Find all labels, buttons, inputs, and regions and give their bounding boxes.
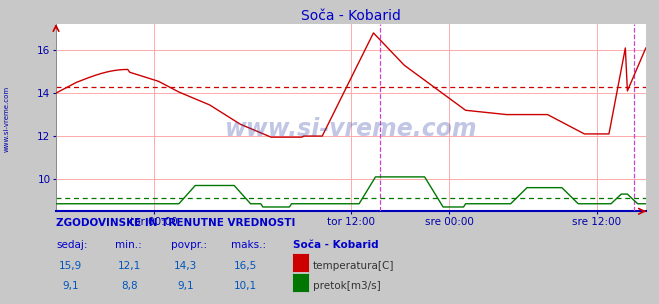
Text: 12,1: 12,1: [118, 261, 142, 271]
Text: temperatura[C]: temperatura[C]: [313, 261, 395, 271]
Text: 8,8: 8,8: [121, 282, 138, 292]
Text: Soča - Kobarid: Soča - Kobarid: [293, 240, 379, 250]
Text: 10,1: 10,1: [233, 282, 257, 292]
Text: povpr.:: povpr.:: [171, 240, 208, 250]
Text: 9,1: 9,1: [62, 282, 79, 292]
Text: ZGODOVINSKE IN TRENUTNE VREDNOSTI: ZGODOVINSKE IN TRENUTNE VREDNOSTI: [56, 219, 295, 229]
Text: sedaj:: sedaj:: [56, 240, 88, 250]
Text: min.:: min.:: [115, 240, 142, 250]
Text: maks.:: maks.:: [231, 240, 266, 250]
Text: 14,3: 14,3: [174, 261, 198, 271]
Title: Soča - Kobarid: Soča - Kobarid: [301, 9, 401, 23]
Text: pretok[m3/s]: pretok[m3/s]: [313, 282, 381, 292]
Text: www.si-vreme.com: www.si-vreme.com: [225, 117, 477, 141]
Text: 16,5: 16,5: [233, 261, 257, 271]
Text: 9,1: 9,1: [177, 282, 194, 292]
Text: 15,9: 15,9: [59, 261, 82, 271]
Text: www.si-vreme.com: www.si-vreme.com: [3, 85, 10, 152]
